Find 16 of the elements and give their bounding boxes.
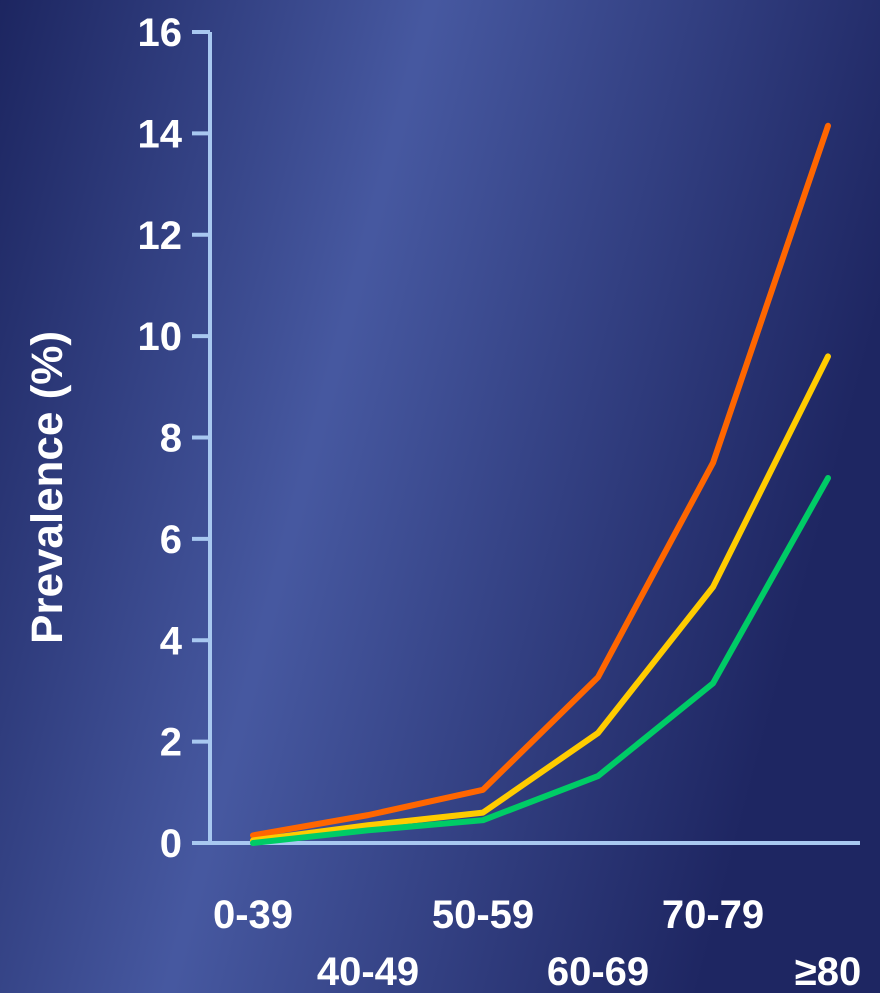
x-tick-label: 40-49 [316, 950, 420, 993]
x-tick-label: 60-69 [546, 950, 650, 993]
y-tick-label: 0 [160, 822, 182, 866]
y-tick-label: 2 [160, 720, 182, 765]
y-axis-title: Prevalence (%) [23, 330, 72, 644]
x-tick-label: 70-79 [662, 893, 764, 937]
y-tick-label: 14 [138, 112, 183, 156]
y-tick-label: 6 [160, 518, 182, 562]
y-tick-label: 10 [138, 315, 182, 360]
y-tick-label: 4 [160, 619, 183, 664]
y-tick-label: 8 [160, 416, 182, 460]
y-tick-label: 16 [138, 11, 182, 55]
x-tick-label: 50-59 [432, 893, 534, 937]
x-tick-label: 0-39 [212, 893, 294, 937]
y-tick-label: 12 [138, 214, 182, 258]
x-tick-label: ≥80 [794, 950, 862, 993]
